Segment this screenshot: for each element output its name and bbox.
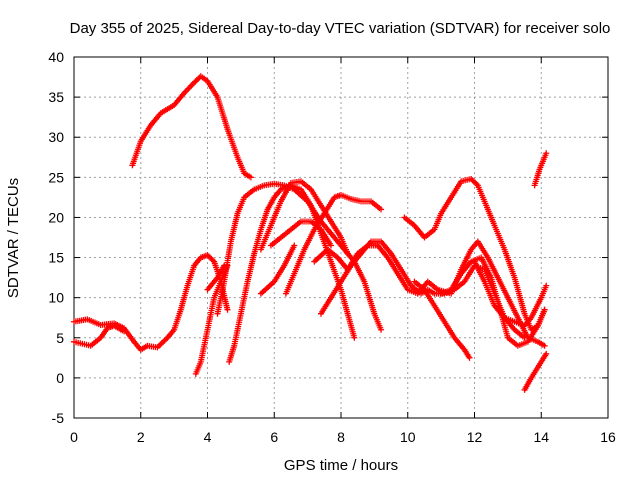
series-arc-9 [267, 218, 334, 249]
y-tick-label: 0 [56, 370, 64, 386]
series-arc-14 [401, 175, 548, 333]
x-tick-label: 12 [467, 429, 483, 445]
x-axis-label: GPS time / hours [284, 457, 398, 474]
series-arc-3 [129, 73, 254, 181]
y-tick-label: 5 [56, 330, 64, 346]
y-tick-label: 30 [48, 129, 64, 145]
y-tick-labels: -5 0 5 10 15 20 25 30 35 40 [48, 49, 64, 426]
y-tick-label: 15 [48, 250, 64, 266]
data-point [378, 206, 385, 213]
series-arc-7 [214, 180, 385, 333]
data-point [378, 326, 385, 333]
y-tick-label: 35 [48, 89, 64, 105]
data-point [351, 334, 358, 341]
series-arc-8 [257, 242, 298, 297]
series-arc-2 [71, 322, 128, 349]
series-arc-19 [531, 150, 550, 189]
x-tick-label: 6 [270, 429, 278, 445]
y-tick-label: 10 [48, 290, 64, 306]
data-point [155, 343, 162, 350]
y-tick-label: 40 [48, 49, 64, 65]
x-tick-label: 0 [70, 429, 78, 445]
data-point [473, 181, 480, 188]
data-point [247, 174, 254, 181]
data-point [160, 338, 167, 345]
data-point [344, 250, 351, 257]
data-point [543, 350, 550, 357]
data-point [543, 282, 550, 289]
y-tick-label: 25 [48, 169, 64, 185]
series-arc-15 [411, 278, 473, 361]
data-point [541, 342, 548, 349]
series-arc-13 [311, 238, 548, 349]
x-tick-label: 10 [400, 429, 416, 445]
data-point [327, 242, 334, 249]
series-arc-10 [282, 191, 385, 297]
data-point [224, 306, 231, 313]
series-arc-11 [257, 178, 351, 257]
x-tick-label: 2 [137, 429, 145, 445]
x-tick-label: 14 [533, 429, 549, 445]
data-point [158, 340, 165, 347]
data-point [161, 337, 168, 344]
data-point [121, 328, 128, 335]
x-tick-label: 4 [204, 429, 212, 445]
data-point [163, 336, 170, 343]
chart-title: Day 355 of 2025, Sidereal Day-to-day VTE… [70, 20, 611, 37]
y-tick-label: -5 [52, 410, 65, 426]
data-point [543, 150, 550, 157]
data-point [209, 257, 216, 264]
x-tick-label: 8 [337, 429, 345, 445]
series-arc-18 [521, 350, 550, 393]
x-tick-labels: 0 2 4 6 8 10 12 14 16 [70, 429, 616, 445]
plot-area [71, 73, 550, 393]
data-point [541, 306, 548, 313]
y-axis-label: SDTVAR / TECUs [5, 178, 22, 298]
axis-ticks [73, 56, 609, 419]
data-point [466, 354, 473, 361]
y-tick-label: 20 [48, 209, 64, 225]
x-tick-label: 16 [600, 429, 616, 445]
series-arc-17 [471, 258, 550, 329]
data-point [291, 242, 298, 249]
